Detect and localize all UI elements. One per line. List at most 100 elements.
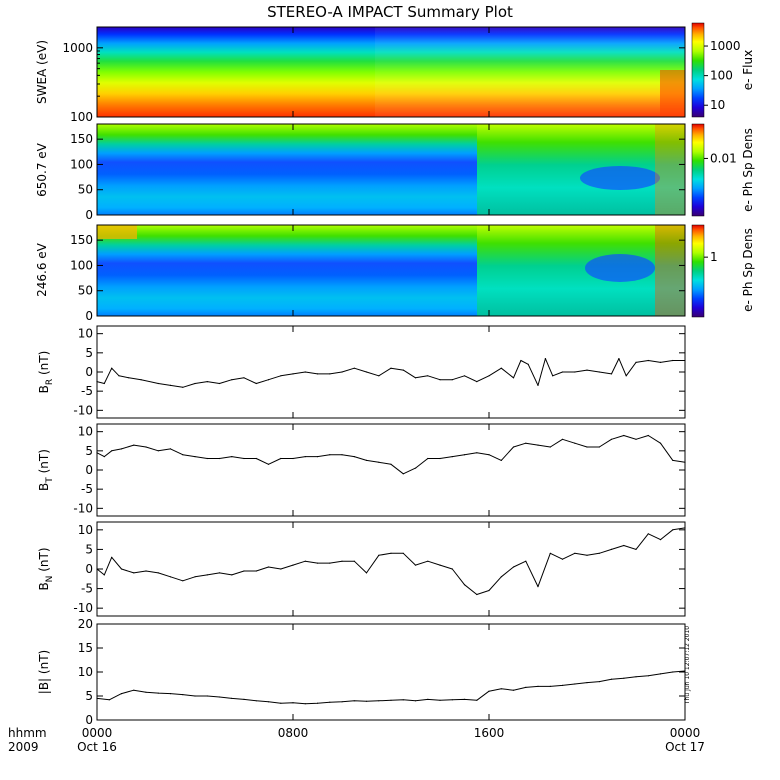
ylabel-main: B: [37, 385, 51, 393]
br-point: [378, 375, 380, 377]
bt-point: [561, 438, 564, 440]
br-point: [574, 371, 576, 373]
bt-point: [586, 446, 588, 448]
bt-point: [145, 446, 147, 448]
bn-point: [182, 580, 184, 582]
br-point: [586, 369, 588, 371]
pad-246-frame: [96, 224, 686, 317]
xtick-label: 0800: [278, 726, 309, 740]
btot-point: [133, 689, 135, 691]
bn-frame: [96, 521, 686, 617]
bn-point: [157, 572, 159, 574]
bt-ylabel: BT (nT): [37, 449, 55, 491]
ytick-label: 10: [78, 523, 93, 537]
bt-point: [610, 438, 613, 440]
btot-point: [157, 692, 159, 694]
btot-point: [120, 693, 123, 695]
br-point: [267, 379, 270, 381]
bn-point: [267, 566, 270, 568]
br-point: [610, 373, 613, 375]
bt-point: [194, 456, 196, 458]
bt-point: [292, 457, 294, 460]
ytick-label: 5: [85, 346, 93, 360]
bn-point: [463, 584, 466, 586]
xtick-date: Oct 16: [77, 740, 117, 754]
br-ylabel: BR (nT): [37, 351, 55, 394]
ytick-label: 5: [85, 542, 93, 556]
btot-point: [488, 690, 490, 692]
swea-ytick-label: 1000: [62, 41, 93, 55]
ytick-label: 0: [85, 562, 93, 576]
pad-650-y-axis: 0 50 100 150: [70, 132, 685, 222]
br-point: [561, 371, 564, 373]
bn-point: [659, 539, 662, 541]
bt-point: [96, 452, 98, 454]
br-point: [157, 382, 159, 385]
br-point: [451, 379, 453, 381]
btot-point: [218, 696, 221, 698]
btot-point: [231, 697, 233, 700]
br-point: [169, 384, 172, 386]
bn-point: [206, 574, 208, 576]
bt-point: [169, 448, 172, 450]
ytick-label: 50: [78, 183, 93, 197]
swea-late-enhancement: [660, 70, 685, 117]
btot-point: [463, 698, 466, 701]
btot-point: [255, 700, 257, 702]
ytick-label: 15: [78, 641, 93, 655]
br-point: [140, 379, 142, 381]
btot-point: [427, 698, 429, 701]
pad-246-colorbar: [691, 224, 705, 318]
br-point: [243, 377, 245, 379]
ylabel-main: B: [37, 483, 51, 491]
bt-point: [133, 444, 135, 446]
figure-title: STEREO-A IMPACT Summary Plot: [267, 3, 513, 21]
bn-point: [549, 552, 551, 554]
br-point: [103, 382, 105, 385]
br-point: [304, 371, 306, 373]
br-point: [353, 367, 355, 369]
btot-point: [304, 703, 306, 705]
br-point: [427, 375, 429, 377]
br-point: [414, 377, 417, 379]
br-point: [672, 359, 674, 362]
btot-point: [586, 682, 588, 684]
bt-point: [304, 456, 306, 458]
bn-point: [610, 548, 613, 551]
btot-point: [476, 699, 478, 701]
br-point: [255, 382, 257, 385]
btot-point: [672, 671, 674, 673]
ytick-label: 100: [70, 258, 93, 272]
bt-point: [684, 461, 686, 463]
btot-point: [561, 684, 564, 687]
btot-point: [96, 697, 98, 700]
pad-650-heatmap-early: [97, 124, 477, 215]
bt-point: [218, 457, 221, 460]
bt-point: [103, 456, 105, 458]
br-panel: -10 -5 0 5 10 BR (nT): [37, 325, 686, 419]
br-point: [128, 377, 130, 379]
bn-point: [218, 572, 221, 574]
br-point: [527, 363, 529, 365]
btot-point: [243, 698, 245, 701]
btot-point: [206, 695, 208, 697]
bn-point: [243, 570, 245, 572]
br-point: [625, 375, 627, 377]
pad-650-panel: 0 50 100 150 650.7 eV 0.01 e- Ph Sp Dens: [35, 123, 755, 222]
bt-point: [623, 434, 625, 437]
bt-point: [537, 444, 539, 446]
br-point: [182, 386, 184, 388]
btot-point: [365, 700, 368, 702]
swea-colorbar-label: e- Flux: [741, 50, 755, 90]
btot-point: [108, 699, 110, 701]
btot-point: [659, 673, 662, 675]
btot-trace: [96, 670, 686, 705]
br-point: [365, 371, 368, 373]
ytick-label: 0: [85, 463, 93, 477]
bn-point: [145, 570, 147, 572]
ylabel-unit: (nT): [37, 449, 51, 477]
bt-point: [390, 463, 392, 465]
bn-point: [280, 568, 282, 570]
bt-point: [280, 457, 282, 460]
